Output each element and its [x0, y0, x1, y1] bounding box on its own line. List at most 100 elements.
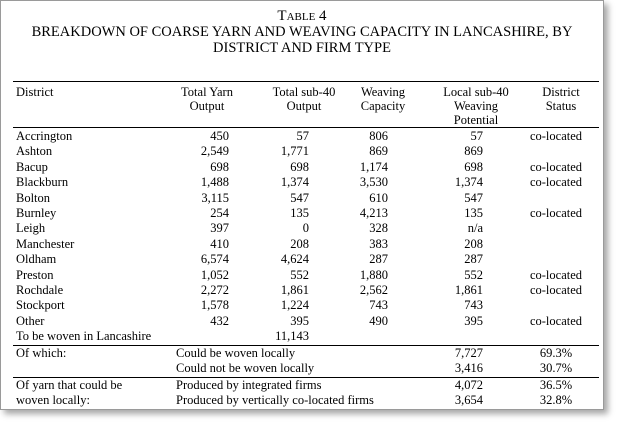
weaving-capacity-cell: 2,562 — [359, 283, 388, 297]
which-value: 7,727 — [454, 346, 483, 360]
header-status: District Status — [542, 85, 580, 113]
local-potential-cell: 552 — [464, 267, 483, 282]
sub40-output-cell: 208 — [290, 236, 309, 251]
weaving-capacity-cell: 328 — [369, 221, 388, 236]
yarn-output-cell: 1,052 — [200, 267, 229, 282]
table-row: Accrington 450 57 806 57 co-located — [1, 129, 601, 144]
district-status-cell: co-located — [529, 267, 583, 282]
local-potential-cell: 57 — [470, 129, 484, 143]
district-status-cell: co-located — [529, 175, 583, 190]
table-row: Oldham 6,574 4,624 287 287 — [1, 252, 601, 267]
district-cell: Burnley — [16, 206, 57, 220]
which-desc: Could not be woven locally — [176, 361, 315, 375]
table-row: Ashton 2,549 1,771 869 869 — [1, 144, 601, 159]
split-desc: Produced by integrated firms — [176, 378, 322, 392]
district-status-cell: co-located — [529, 206, 583, 220]
table-row: Blackburn 1,488 1,374 3,530 1,374 co-located — [1, 175, 601, 190]
header-district: District — [16, 85, 54, 99]
table-row: Burnley 254 135 4,213 135 co-located — [1, 206, 601, 221]
local-potential-cell: 743 — [464, 298, 483, 313]
which-row-1: Of which: Could be woven locally 7,727 6… — [1, 346, 601, 361]
local-potential-cell: 1,374 — [454, 175, 483, 190]
local-potential-cell: 135 — [464, 206, 483, 220]
split-value: 3,654 — [454, 393, 483, 407]
split-value: 4,072 — [454, 378, 483, 392]
yarn-output-cell: 432 — [210, 313, 229, 328]
table-title: Table 4 BREAKDOWN OF COARSE YARN AND WEA… — [1, 8, 603, 56]
district-cell: Accrington — [16, 129, 73, 143]
total-row: To be woven in Lancashire 11,143 — [1, 329, 601, 344]
split-desc: Produced by vertically co-located firms — [176, 393, 374, 407]
district-cell: Bolton — [16, 190, 51, 205]
yarn-output-cell: 6,574 — [200, 252, 229, 267]
yarn-output-cell: 1,488 — [200, 175, 229, 190]
table-row: Stockport 1,578 1,224 743 743 — [1, 298, 601, 313]
local-potential-cell: 869 — [464, 144, 483, 159]
total-sub40: 11,143 — [275, 329, 309, 343]
which-rule — [13, 345, 599, 346]
top-rule — [13, 81, 599, 82]
sub40-output-cell: 1,771 — [280, 144, 309, 159]
table-row: Manchester 410 208 383 208 — [1, 237, 601, 252]
which-label: Of which: — [16, 346, 67, 360]
district-cell: Ashton — [16, 144, 53, 159]
weaving-capacity-cell: 743 — [369, 298, 388, 313]
which-row-2: Could not be woven locally 3,416 30.7% — [1, 361, 601, 376]
sub40-output-cell: 1,224 — [280, 298, 309, 313]
table-row: Leigh 397 0 328 n/a — [1, 221, 601, 236]
split-label-1: Of yarn that could be — [16, 378, 123, 392]
which-value: 3,416 — [454, 361, 483, 375]
district-status-cell: co-located — [529, 283, 583, 297]
weaving-capacity-cell: 383 — [369, 236, 388, 251]
table-row: Other 432 395 490 395 co-located — [1, 314, 601, 329]
which-desc: Could be woven locally — [176, 346, 296, 360]
district-cell: Other — [16, 313, 45, 328]
district-cell: Rochdale — [16, 283, 64, 297]
title-line-1: BREAKDOWN OF COARSE YARN AND WEAVING CAP… — [31, 24, 573, 40]
title-line-2: DISTRICT AND FIRM TYPE — [213, 40, 391, 56]
local-potential-cell: 1,861 — [454, 283, 483, 297]
yarn-output-cell: 254 — [210, 206, 229, 220]
weaving-capacity-cell: 287 — [369, 252, 388, 267]
table-row: Bacup 698 698 1,174 698 co-located — [1, 160, 601, 175]
yarn-output-cell: 450 — [210, 129, 229, 143]
weaving-capacity-cell: 3,530 — [359, 175, 388, 190]
header-local: Local sub-40 Weaving Potential — [443, 85, 509, 127]
split-pct: 36.5% — [539, 378, 573, 392]
table-number: Table 4 — [277, 8, 327, 24]
district-cell: Leigh — [16, 221, 46, 236]
table-row: Rochdale 2,272 1,861 2,562 1,861 co-located — [1, 283, 601, 298]
header-weaving: Weaving Capacity — [360, 85, 406, 113]
split-rule — [13, 377, 599, 378]
weaving-capacity-cell: 610 — [369, 190, 388, 205]
yarn-output-cell: 3,115 — [201, 190, 229, 205]
sub40-output-cell: 1,861 — [280, 283, 309, 297]
split-row-1: Of yarn that could be Produced by integr… — [1, 378, 601, 393]
district-cell: Preston — [16, 267, 54, 282]
district-cell: Stockport — [16, 298, 65, 313]
local-potential-cell: 287 — [464, 252, 483, 267]
yarn-output-cell: 1,578 — [200, 298, 229, 313]
yarn-output-cell: 2,272 — [200, 283, 229, 297]
split-pct: 32.8% — [539, 393, 573, 407]
table-row: Bolton 3,115 547 610 547 — [1, 191, 601, 206]
yarn-output-cell: 397 — [210, 221, 229, 236]
sub40-output-cell: 4,624 — [280, 252, 309, 267]
local-potential-cell: 395 — [464, 313, 483, 328]
weaving-capacity-cell: 1,174 — [359, 159, 388, 174]
district-cell: Manchester — [16, 236, 75, 251]
district-status-cell: co-located — [529, 159, 583, 174]
district-cell: Bacup — [16, 159, 48, 174]
local-potential-cell: 547 — [464, 190, 483, 205]
header-yarn: Total Yarn Output — [181, 85, 233, 113]
sub40-output-cell: 552 — [290, 267, 309, 282]
sub40-output-cell: 57 — [296, 129, 310, 143]
which-pct: 30.7% — [539, 361, 573, 375]
header-sub40: Total sub-40 Output — [272, 85, 336, 113]
sub40-output-cell: 395 — [290, 313, 309, 328]
which-pct: 69.3% — [539, 346, 573, 360]
sub40-output-cell: 547 — [290, 190, 309, 205]
district-status-cell: co-located — [529, 313, 583, 328]
weaving-capacity-cell: 806 — [369, 129, 388, 143]
sub40-output-cell: 1,374 — [280, 175, 309, 190]
